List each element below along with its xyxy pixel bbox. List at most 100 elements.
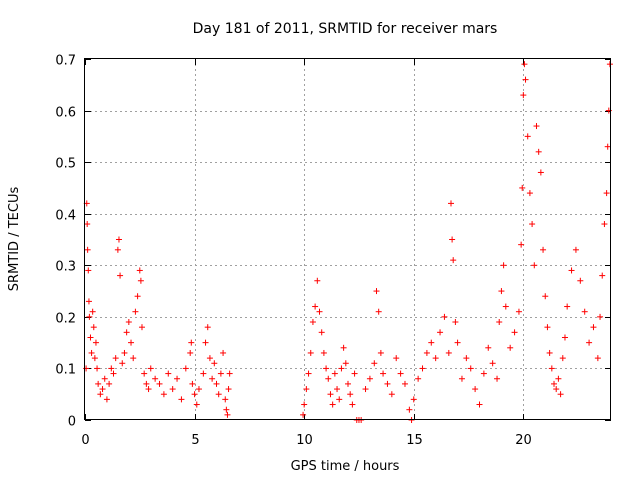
y-tick-label: 0.2 xyxy=(55,312,76,327)
data-point xyxy=(312,303,319,310)
data-point xyxy=(564,303,571,310)
data-point xyxy=(557,391,564,398)
data-point xyxy=(323,365,330,372)
data-point xyxy=(349,401,356,408)
data-point xyxy=(222,396,229,403)
y-tick-label: 0.6 xyxy=(55,106,76,121)
data-point xyxy=(307,349,314,356)
data-point xyxy=(555,375,562,382)
data-point xyxy=(89,308,96,315)
data-point xyxy=(586,339,593,346)
data-point xyxy=(101,375,108,382)
data-point xyxy=(134,293,141,300)
data-point xyxy=(519,184,526,191)
data-point xyxy=(568,267,575,274)
data-point xyxy=(375,308,382,315)
data-point xyxy=(87,334,94,341)
axis-ticks: 0 0.1 0.2 0.3 0.4 0.5 0.6 0.7 0 5 10 15 20 xyxy=(55,54,611,448)
data-point xyxy=(320,349,327,356)
data-point xyxy=(441,313,448,320)
data-point xyxy=(485,344,492,351)
data-point xyxy=(507,344,514,351)
data-point xyxy=(511,329,518,336)
data-point xyxy=(86,313,93,320)
data-point xyxy=(202,339,209,346)
data-point xyxy=(604,143,611,150)
data-point xyxy=(419,365,426,372)
data-point xyxy=(206,355,213,362)
data-point xyxy=(217,370,224,377)
data-point xyxy=(542,293,549,300)
data-point xyxy=(143,380,150,387)
data-point xyxy=(603,190,610,197)
data-point xyxy=(128,339,135,346)
data-point xyxy=(531,262,538,269)
data-point xyxy=(406,406,413,413)
data-point xyxy=(121,349,128,356)
data-point xyxy=(114,246,121,253)
data-point xyxy=(329,401,336,408)
data-point xyxy=(581,308,588,315)
data-point xyxy=(342,360,349,367)
data-point xyxy=(97,391,104,398)
data-point xyxy=(316,308,323,315)
data-point xyxy=(502,303,509,310)
data-point xyxy=(544,324,551,331)
data-point xyxy=(224,411,231,418)
data-point xyxy=(432,355,439,362)
y-tick-label: 0.3 xyxy=(55,260,76,275)
data-point xyxy=(472,386,479,393)
data-point xyxy=(347,391,354,398)
data-point xyxy=(123,329,130,336)
data-point xyxy=(577,277,584,284)
data-point xyxy=(220,349,227,356)
data-point xyxy=(178,396,185,403)
data-point xyxy=(362,386,369,393)
data-point xyxy=(351,370,358,377)
chart-title: Day 181 of 2011, SRMTID for receiver mar… xyxy=(193,21,498,37)
data-point xyxy=(300,411,307,418)
plot-frame xyxy=(84,58,611,420)
data-point xyxy=(189,380,196,387)
data-point xyxy=(117,272,124,279)
data-point xyxy=(145,386,152,393)
data-point xyxy=(496,319,503,326)
data-point xyxy=(301,401,308,408)
data-point xyxy=(345,380,351,387)
data-point xyxy=(85,298,92,305)
data-point xyxy=(515,308,522,315)
data-point xyxy=(195,386,202,393)
data-point xyxy=(415,375,422,382)
data-point xyxy=(601,221,608,228)
data-point xyxy=(141,370,148,377)
data-point xyxy=(437,329,444,336)
data-point xyxy=(169,386,176,393)
data-point xyxy=(110,370,117,377)
data-point xyxy=(215,391,222,398)
data-point xyxy=(454,339,461,346)
data-point xyxy=(327,391,334,398)
data-point xyxy=(463,355,470,362)
data-point xyxy=(90,324,97,331)
grid-lines xyxy=(85,59,611,420)
data-point xyxy=(174,375,181,382)
data-point xyxy=(209,375,216,382)
data-point xyxy=(108,365,115,372)
data-point xyxy=(331,370,338,377)
data-point xyxy=(371,360,378,367)
data-point xyxy=(188,339,195,346)
data-point xyxy=(112,355,119,362)
data-point xyxy=(448,200,455,207)
data-point xyxy=(200,370,207,377)
data-point xyxy=(521,61,528,68)
data-point xyxy=(606,61,613,68)
data-point xyxy=(597,313,604,320)
y-tick-label: 0 xyxy=(68,415,76,430)
data-point xyxy=(106,380,113,387)
data-point xyxy=(529,221,536,228)
data-point xyxy=(559,355,566,362)
data-point xyxy=(537,169,544,176)
data-point xyxy=(572,246,579,253)
data-point xyxy=(182,365,189,372)
